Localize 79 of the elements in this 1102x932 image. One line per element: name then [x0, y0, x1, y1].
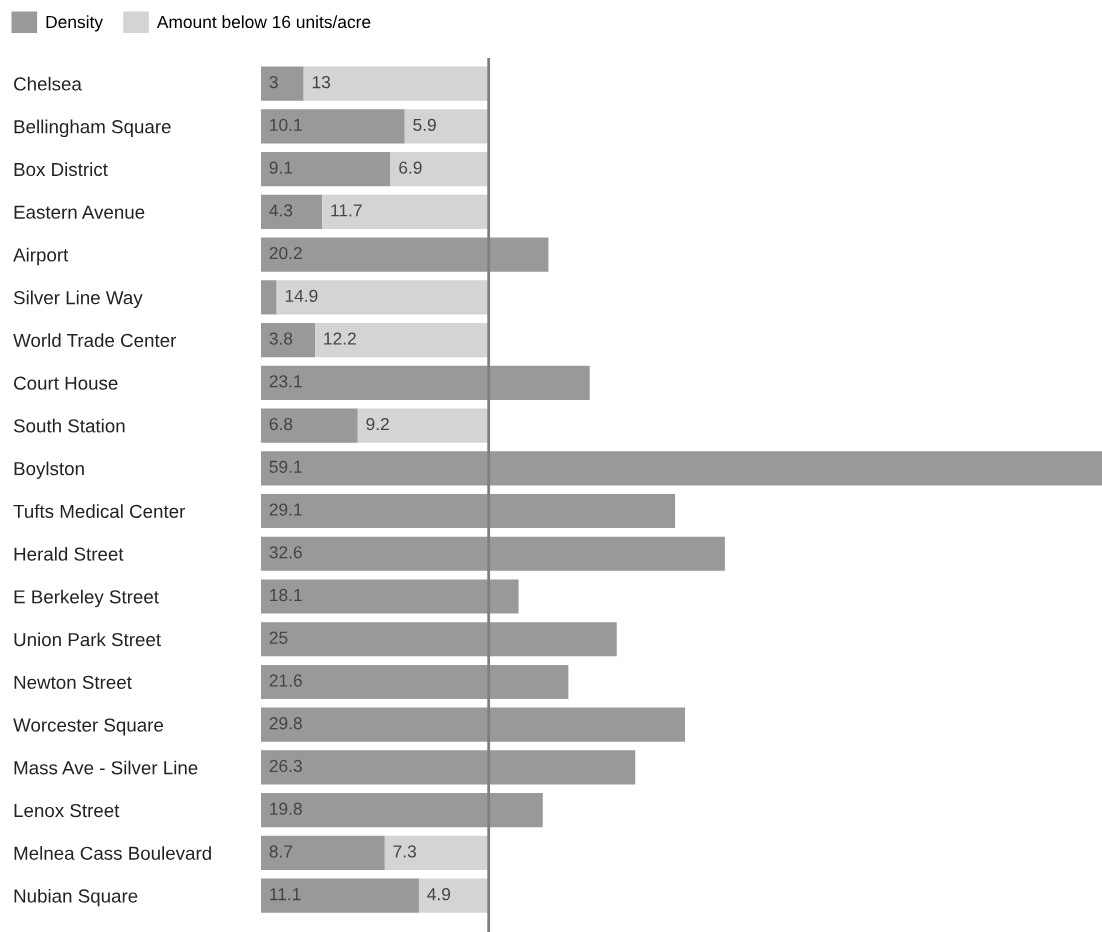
- y-tick-label: Chelsea: [14, 76, 82, 91]
- data-label: 10.1: [270, 118, 302, 132]
- data-label: 23.1: [269, 375, 302, 388]
- bar: [303, 66, 489, 101]
- bar: [261, 835, 385, 871]
- y-tick-label: South Station: [13, 418, 125, 433]
- y-tick-label: Melnea Cass Boulevard: [14, 846, 211, 860]
- bar: [261, 66, 304, 101]
- data-label: 3: [269, 76, 278, 89]
- data-label: 4.3: [269, 204, 293, 217]
- y-tick-label: World Trade Center: [13, 333, 177, 348]
- y-tick-label: Tufts Medical Center: [13, 504, 186, 519]
- bar: [261, 707, 686, 742]
- legend-label: Amount below 16 units/acre: [156, 15, 371, 29]
- bar: [404, 109, 489, 144]
- bar: [418, 878, 489, 913]
- y-tick-label: Worcester Square: [13, 718, 164, 736]
- y-tick-label: E Berkeley Street: [14, 589, 159, 608]
- bar: [384, 835, 489, 871]
- bar: [261, 793, 543, 828]
- bar: [315, 322, 489, 358]
- bar: [261, 237, 549, 272]
- bar: [261, 579, 519, 614]
- data-label: 20.2: [269, 246, 302, 260]
- data-label: 59.1: [269, 460, 302, 473]
- data-label: 18.1: [270, 588, 302, 602]
- bar: [261, 408, 358, 443]
- data-label: 21.6: [269, 674, 302, 687]
- data-label: 29.8: [269, 717, 302, 730]
- bar: [261, 322, 316, 358]
- data-label: 3.8: [269, 332, 293, 345]
- data-label: 9.1: [269, 161, 293, 174]
- y-tick-label: Boylston: [14, 461, 84, 479]
- bar: [261, 878, 419, 913]
- bar: [261, 664, 569, 700]
- data-label: 4.9: [427, 888, 451, 901]
- bar: [261, 280, 277, 315]
- y-tick-label: Bellingham Square: [14, 119, 171, 138]
- data-label: 32.6: [269, 546, 302, 559]
- bar: [276, 280, 489, 315]
- data-label: 12.2: [324, 332, 356, 345]
- bar: [261, 750, 636, 785]
- y-tick-label: Eastern Avenue: [14, 205, 145, 219]
- data-label: 19.8: [270, 802, 302, 815]
- bar: [261, 109, 405, 144]
- y-tick-label: Airport: [13, 247, 69, 266]
- data-label: 11.7: [331, 204, 362, 217]
- y-tick-label: Union Park Street: [14, 632, 161, 647]
- data-label: 25: [269, 631, 288, 644]
- bar: [261, 152, 391, 187]
- bar: [261, 622, 617, 657]
- bar: [261, 365, 590, 400]
- y-tick-label: Silver Line Way: [13, 290, 143, 309]
- y-tick-label: Court House: [14, 376, 118, 390]
- y-tick-label: Newton Street: [14, 675, 132, 689]
- y-tick-label: Mass Ave - Silver Line: [14, 760, 198, 775]
- data-label: 6.8: [269, 417, 293, 431]
- data-label: 7.3: [393, 845, 416, 858]
- bar: [261, 536, 725, 571]
- data-label: 14.9: [285, 289, 318, 302]
- data-label: 13: [312, 76, 331, 89]
- bar: [261, 451, 1102, 486]
- y-tick-label: Lenox Street: [14, 803, 120, 818]
- data-label: 9.2: [366, 417, 389, 431]
- data-label: 8.7: [269, 845, 293, 858]
- bar: [261, 194, 323, 229]
- data-label: 6.9: [399, 161, 422, 174]
- data-label: 29.1: [269, 503, 302, 516]
- data-label: 5.9: [413, 118, 436, 132]
- y-tick-label: Box District: [14, 162, 108, 177]
- y-tick-label: Herald Street: [14, 546, 124, 561]
- data-label: 11.1: [270, 888, 301, 901]
- bar: [390, 152, 489, 187]
- legend-label: Density: [46, 15, 103, 32]
- bar: [322, 194, 489, 229]
- bar: [357, 408, 489, 443]
- data-label: 26.3: [269, 759, 302, 773]
- y-tick-label: Nubian Square: [14, 888, 138, 907]
- bar: [261, 493, 676, 529]
